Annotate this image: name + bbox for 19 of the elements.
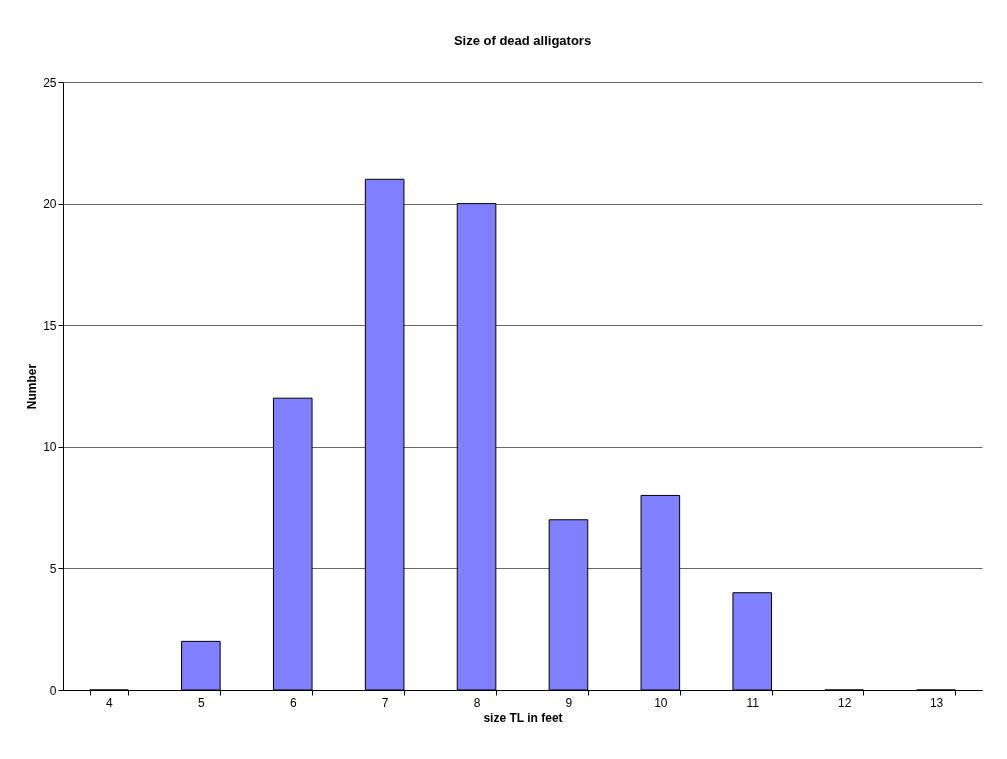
y-tick-label: 25: [43, 75, 57, 90]
x-tick-label: 5: [198, 695, 206, 710]
y-tick-label: 0: [49, 683, 57, 698]
y-tick-label: 15: [43, 318, 57, 333]
chart-title: Size of dead alligators: [453, 33, 592, 48]
y-tick-label: 5: [49, 561, 57, 576]
x-tick-label: 12: [837, 695, 852, 710]
x-tick-label: 13: [929, 695, 944, 710]
x-tick-label: 7: [381, 695, 389, 710]
x-tick-label: 8: [473, 695, 481, 710]
x-tick-label: 11: [746, 695, 760, 710]
x-tick-label: 9: [565, 695, 573, 710]
x-axis-title: size TL in feet: [483, 710, 563, 725]
x-tick-label: 10: [654, 695, 668, 710]
x-tick-label: 6: [289, 695, 297, 710]
y-tick-label: 10: [43, 440, 57, 455]
x-tick-label: 4: [106, 695, 114, 710]
y-axis-title: Number: [25, 363, 40, 410]
y-tick-label: 20: [43, 197, 57, 212]
